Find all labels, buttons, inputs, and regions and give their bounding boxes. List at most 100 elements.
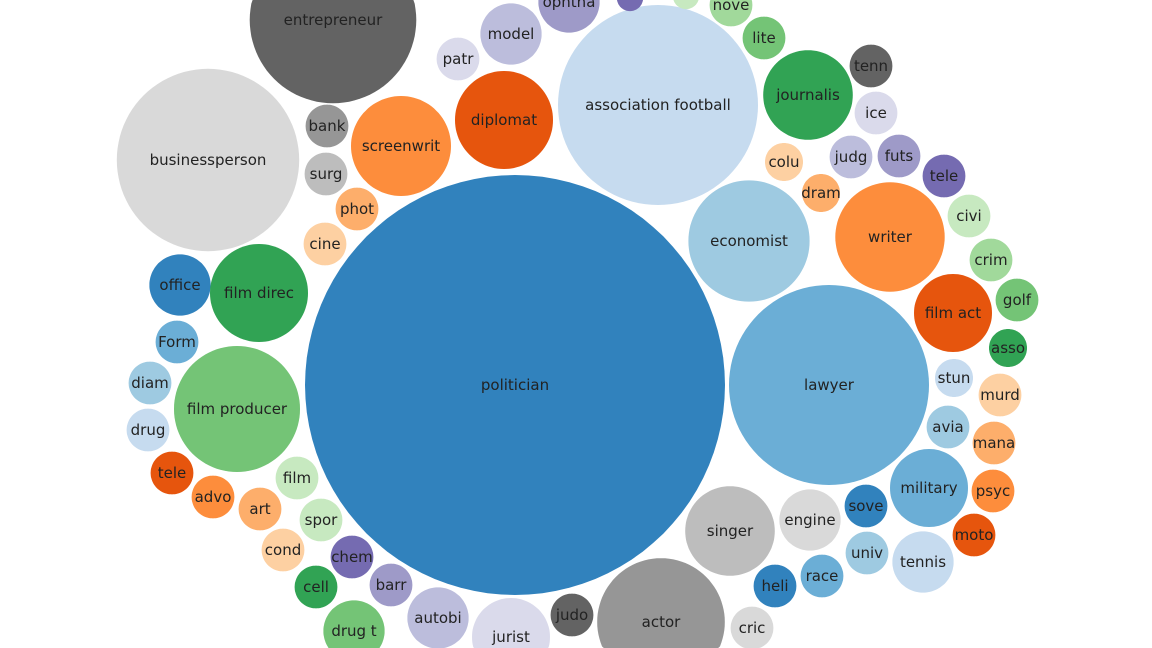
bubble-circle bbox=[978, 373, 1022, 417]
bubble: tele bbox=[150, 451, 194, 495]
bubble: businessperson bbox=[116, 68, 300, 252]
bubble-circle bbox=[303, 222, 347, 266]
bubble-circle bbox=[155, 320, 199, 364]
bubble-label: golf bbox=[1003, 291, 1032, 309]
bubble-label: diplomat bbox=[471, 111, 537, 129]
bubble-circle bbox=[126, 408, 170, 452]
bubble: office bbox=[149, 254, 211, 316]
bubble-label: surg bbox=[310, 165, 343, 183]
bubble: film direc bbox=[210, 244, 308, 342]
bubble: civi bbox=[947, 194, 991, 238]
bubble: cond bbox=[261, 528, 305, 572]
bubble-label: univ bbox=[851, 544, 883, 562]
bubble-label: businessperson bbox=[150, 151, 267, 169]
bubble-circle bbox=[616, 0, 644, 12]
bubble bbox=[672, 0, 700, 10]
bubble-label: judo bbox=[555, 606, 588, 624]
bubble-label: engine bbox=[784, 511, 835, 529]
bubble-label: drug t bbox=[331, 622, 376, 640]
bubble-label: economist bbox=[710, 232, 788, 250]
bubble-circle bbox=[275, 456, 319, 500]
bubble: Form bbox=[155, 320, 199, 364]
bubble: univ bbox=[845, 531, 889, 575]
bubble: singer bbox=[685, 486, 775, 576]
bubble: model bbox=[480, 3, 542, 65]
bubble-circle bbox=[892, 531, 954, 593]
bubble-label: autobi bbox=[414, 609, 461, 627]
bubble: ice bbox=[854, 91, 898, 135]
bubble-label: model bbox=[488, 25, 535, 43]
bubble-circle bbox=[800, 554, 844, 598]
bubble: mana bbox=[972, 421, 1016, 465]
bubble-label: tenn bbox=[854, 57, 888, 75]
bubble-label: singer bbox=[707, 522, 754, 540]
bubble-label: moto bbox=[955, 526, 994, 544]
bubble: tele bbox=[922, 154, 966, 198]
bubble-label: film producer bbox=[187, 400, 288, 418]
bubble: film bbox=[275, 456, 319, 500]
bubble: lite bbox=[742, 16, 786, 60]
bubble-label: tele bbox=[930, 167, 959, 185]
bubble-circle bbox=[351, 96, 451, 196]
bubble-circle bbox=[972, 421, 1016, 465]
bubble: engine bbox=[779, 489, 841, 551]
bubble: chem bbox=[330, 535, 374, 579]
bubble-label: tennis bbox=[900, 553, 946, 571]
bubble-label: barr bbox=[376, 576, 408, 594]
bubble-label: patr bbox=[443, 50, 475, 68]
bubble: drug t bbox=[323, 600, 385, 648]
bubble: murd bbox=[978, 373, 1022, 417]
bubble-label: office bbox=[159, 276, 200, 294]
bubble-circle bbox=[238, 487, 282, 531]
bubble: colu bbox=[765, 143, 803, 181]
bubble-circle bbox=[685, 486, 775, 576]
bubble: cric bbox=[730, 606, 774, 648]
bubble-label: phot bbox=[340, 200, 374, 218]
bubble-label: Form bbox=[158, 333, 196, 351]
bubble-circle bbox=[305, 175, 725, 595]
bubble: golf bbox=[995, 278, 1039, 322]
bubble: association football bbox=[558, 5, 758, 205]
bubble-circle bbox=[116, 68, 300, 252]
bubble-circle bbox=[672, 0, 700, 10]
bubble-circle bbox=[149, 254, 211, 316]
bubble-label: murd bbox=[980, 386, 1020, 404]
bubble-circle bbox=[472, 598, 550, 648]
bubble-label: crim bbox=[974, 251, 1007, 269]
bubble-circle bbox=[249, 0, 417, 104]
bubble-label: advo bbox=[195, 488, 232, 506]
bubble-circle bbox=[835, 182, 945, 292]
bubble: politician bbox=[305, 175, 725, 595]
bubble: film act bbox=[914, 274, 992, 352]
bubble: futs bbox=[877, 134, 921, 178]
bubble-circle bbox=[299, 498, 343, 542]
bubble-label: cric bbox=[739, 619, 766, 637]
bubble: advo bbox=[191, 475, 235, 519]
bubble-label: association football bbox=[585, 96, 731, 114]
bubble-label: film bbox=[283, 469, 311, 487]
bubble-circle bbox=[935, 359, 973, 397]
bubble-circle bbox=[971, 469, 1015, 513]
bubble-circle bbox=[330, 535, 374, 579]
bubble-circle bbox=[753, 564, 797, 608]
bubble: psyc bbox=[971, 469, 1015, 513]
bubble-label: dram bbox=[801, 184, 841, 202]
bubble-label: film act bbox=[925, 304, 981, 322]
bubble-circle bbox=[729, 285, 929, 485]
bubble-label: psyc bbox=[976, 482, 1010, 500]
bubble: cine bbox=[303, 222, 347, 266]
bubble-label: cine bbox=[309, 235, 340, 253]
bubble-label: jurist bbox=[491, 628, 530, 646]
bubble: heli bbox=[753, 564, 797, 608]
bubble: actor bbox=[597, 558, 725, 648]
bubble-circle bbox=[294, 565, 338, 609]
bubble-label: bank bbox=[309, 117, 346, 135]
bubble: phot bbox=[335, 187, 379, 231]
bubble-circle bbox=[763, 50, 853, 140]
bubble-circle bbox=[455, 71, 553, 169]
bubble: nove bbox=[709, 0, 753, 27]
bubble-circle bbox=[304, 152, 348, 196]
bubble: patr bbox=[436, 37, 480, 81]
bubble-circle bbox=[742, 16, 786, 60]
